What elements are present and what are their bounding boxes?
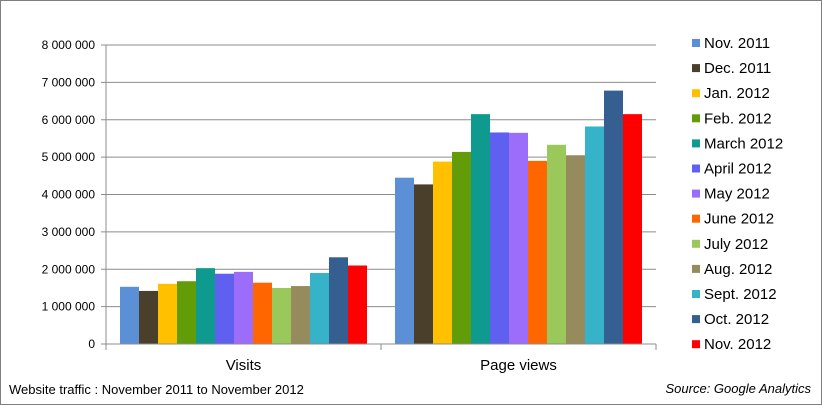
legend-swatch [692,290,700,298]
bar [471,114,490,344]
axes [105,45,657,350]
x-category-label: Visits [226,357,262,374]
bar [310,272,329,344]
legend-swatch [692,189,700,198]
bar [452,151,471,344]
bar [120,286,139,344]
y-tick-label: 0 [88,337,95,351]
y-tick-label: 1 000 000 [42,300,96,314]
legend-swatch [692,214,700,223]
legend-label: Nov. 2012 [704,336,771,353]
legend-label: Sept. 2012 [704,286,777,303]
legend-label: Aug. 2012 [704,261,772,278]
x-category-label: Page views [480,357,557,374]
bar [253,282,272,344]
source-note: Source: Google Analytics [665,381,811,396]
bar [177,281,196,344]
y-tick-label: 2 000 000 [42,262,96,276]
legend-label: Dec. 2011 [704,60,771,77]
bar [196,268,215,344]
x-axis-categories: Visits Page views [226,357,557,374]
bar [528,160,547,344]
y-tick-label: 3 000 000 [42,225,96,239]
bar [509,132,528,344]
legend-label: Feb. 2012 [704,110,772,127]
bar [604,90,623,344]
y-tick-label: 7 000 000 [42,75,96,89]
legend-label: July 2012 [704,236,768,253]
legend-swatch [692,64,700,73]
bar [414,184,433,344]
legend-swatch [692,114,700,123]
legend-swatch [692,139,700,148]
y-tick-label: 8 000 000 [42,38,96,52]
legend-label: May 2012 [704,186,770,203]
legend-label: June 2012 [704,211,774,228]
bar [291,286,310,344]
legend-label: Nov. 2011 [704,35,770,52]
y-tick-label: 6 000 000 [42,113,96,127]
bar [234,271,253,344]
bar [329,257,348,344]
bar [490,132,509,344]
bar [547,144,566,344]
bar [139,290,158,344]
y-tick-label: 5 000 000 [42,150,96,164]
legend: Nov. 2011 Dec. 2011 Jan. 2012 Feb. 2012 Marc… [692,35,783,353]
legend-swatch [692,39,700,47]
bar [433,161,452,344]
legend-label: March 2012 [704,135,783,152]
y-axis-ticks: 0 1 000 000 2 000 000 3 000 000 4 000 000 5 0… [42,38,106,351]
legend-swatch [692,239,700,248]
bar [348,265,367,344]
bar [566,155,585,344]
bar [215,273,234,344]
bar [585,126,604,344]
legend-label: April 2012 [704,161,772,178]
bar [158,283,177,344]
bar [395,177,414,344]
legend-label: Jan. 2012 [704,85,770,102]
legend-swatch [692,340,700,349]
bar [623,114,642,344]
y-tick-label: 4 000 000 [42,188,96,202]
chart-caption: Website traffic : November 2011 to Novem… [9,382,304,397]
legend-swatch [692,264,700,273]
bars [120,90,642,344]
legend-swatch [692,315,700,324]
legend-swatch [692,164,700,173]
bar [272,287,291,344]
legend-swatch [692,89,700,98]
legend-label: Oct. 2012 [704,311,769,328]
